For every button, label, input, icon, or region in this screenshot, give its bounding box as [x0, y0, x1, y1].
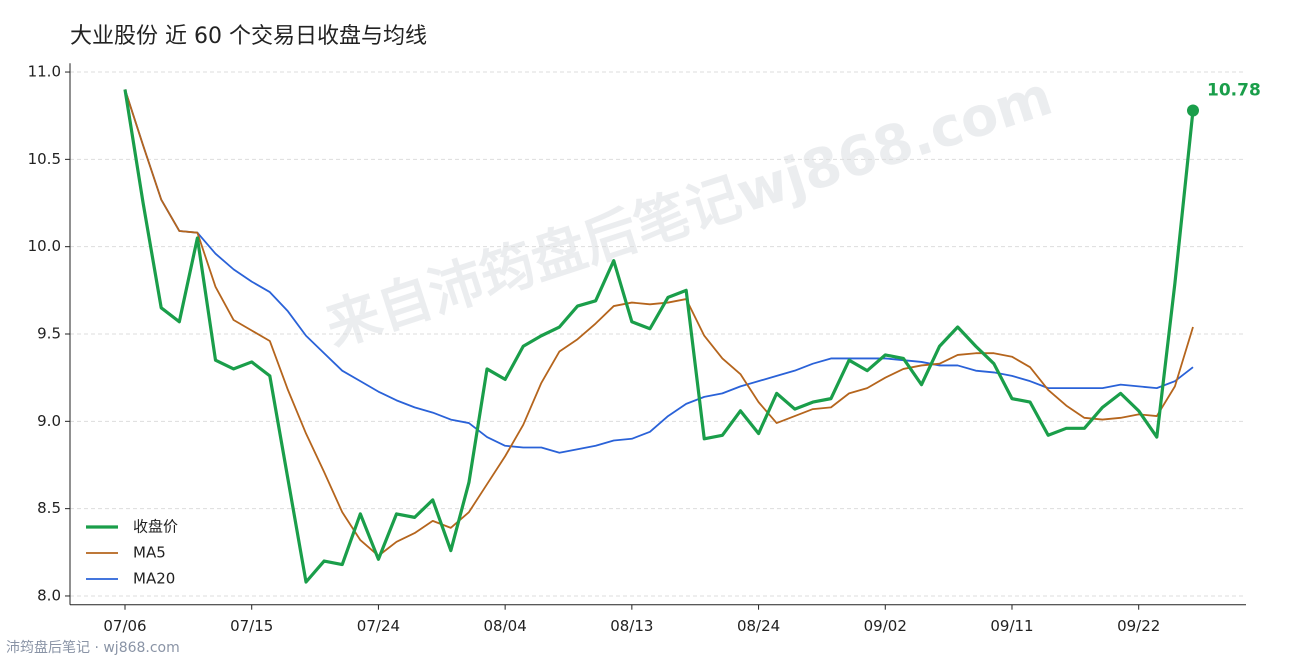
y-tick-label: 10.5 [28, 150, 61, 168]
footer: 沛筠盘后笔记 · wj868.com [6, 639, 180, 656]
series-line [123, 89, 1195, 584]
series-line [124, 89, 1194, 557]
y-tick-label: 10.0 [28, 237, 61, 255]
y-tick-label: 8.0 [37, 586, 61, 604]
legend-label: 收盘价 [133, 518, 178, 536]
x-tick-label: 07/24 [357, 617, 400, 635]
x-tick-label: 07/15 [230, 617, 273, 635]
legend-label: MA20 [133, 570, 175, 588]
series-line [124, 89, 1194, 454]
x-tick-label: 09/22 [1117, 617, 1160, 635]
y-tick-label: 9.5 [37, 325, 61, 343]
y-tick-label: 8.5 [37, 499, 61, 517]
last-point [1187, 104, 1199, 117]
x-tick-label: 07/06 [103, 617, 146, 635]
x-tick-label: 09/02 [864, 617, 907, 635]
x-tick-label: 08/24 [737, 617, 780, 635]
x-tick-label: 09/11 [990, 617, 1033, 635]
y-tick-label: 9.0 [37, 412, 61, 430]
x-tick-label: 08/13 [610, 617, 653, 635]
chart-title: 大业股份 近 60 个交易日收盘与均线 [70, 24, 427, 49]
y-tick-label: 11.0 [28, 63, 61, 81]
legend-label: MA5 [133, 544, 166, 562]
last-value-label: 10.78 [1207, 80, 1261, 100]
x-tick-label: 08/04 [484, 617, 527, 635]
